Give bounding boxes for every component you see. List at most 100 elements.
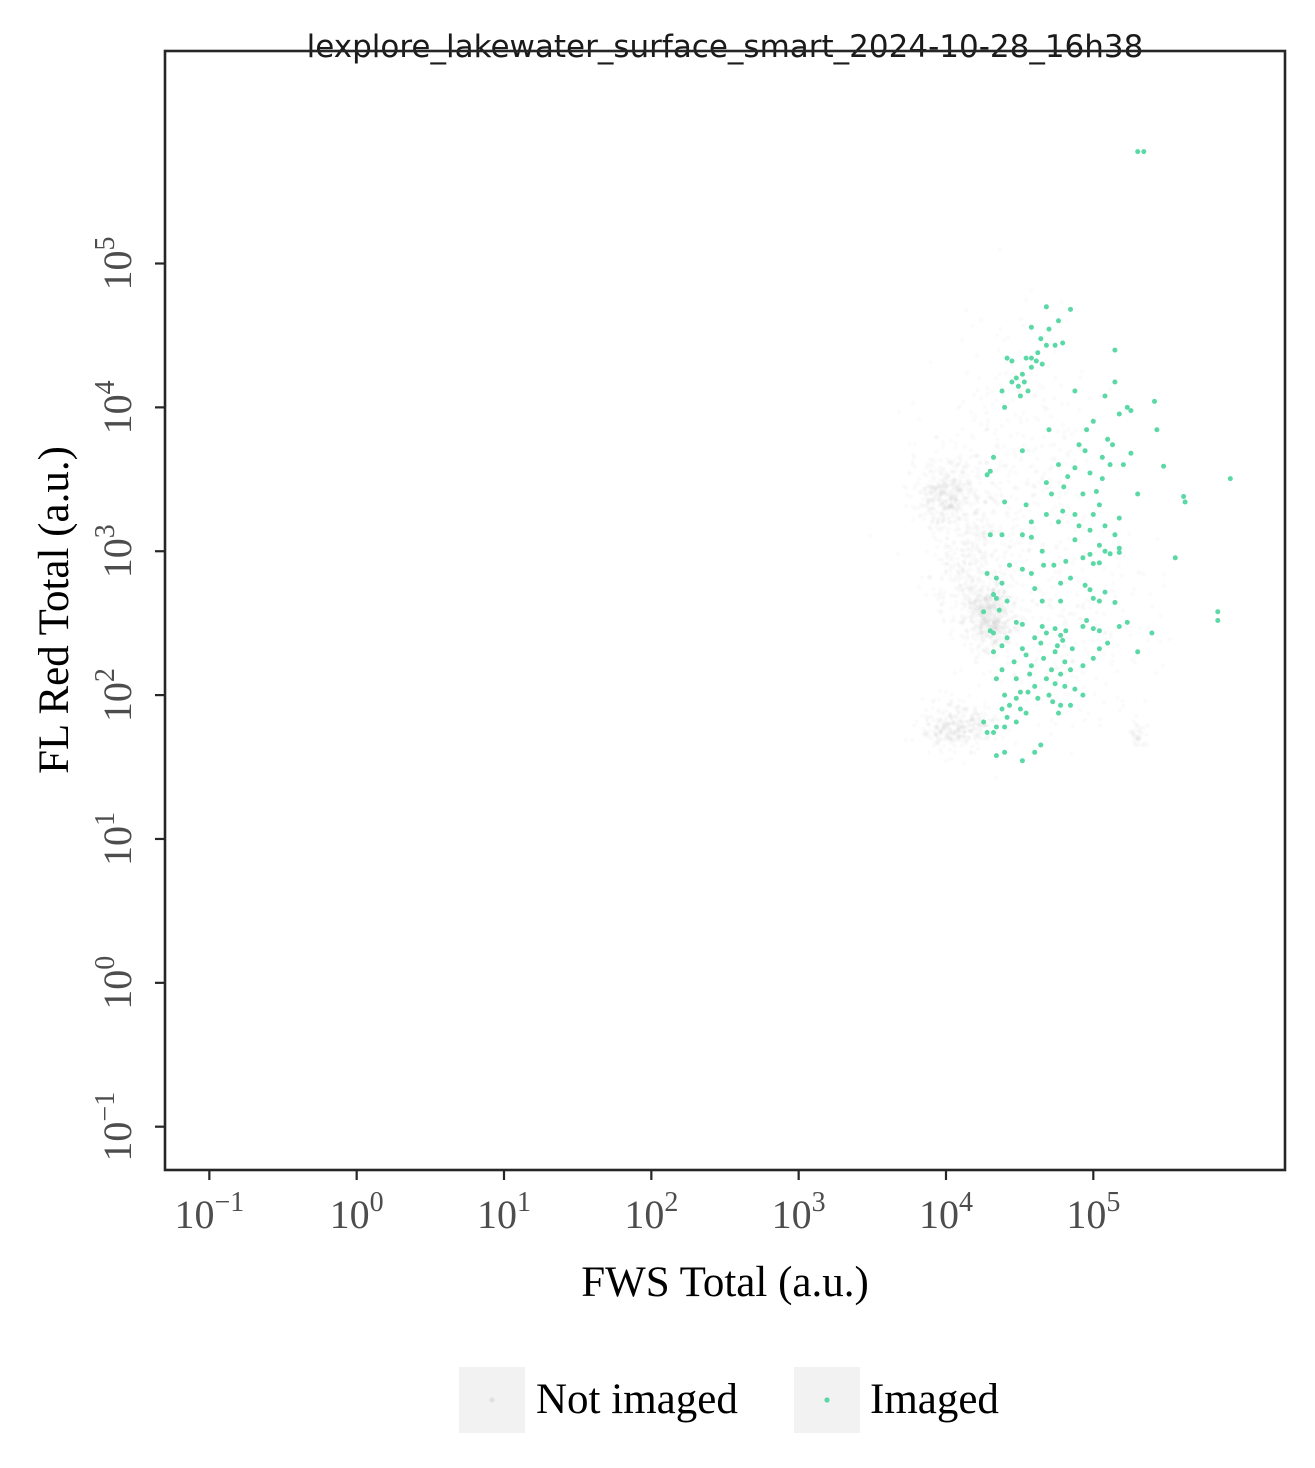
- not-imaged-point: [942, 505, 947, 510]
- legend: Not imaged Imaged: [459, 1367, 999, 1433]
- not-imaged-point: [1069, 462, 1075, 468]
- imaged-point: [1019, 371, 1025, 377]
- not-imaged-point: [1132, 660, 1137, 665]
- imaged-point: [1110, 442, 1115, 448]
- not-imaged-point: [988, 597, 993, 603]
- not-imaged-point: [1088, 605, 1093, 610]
- not-imaged-point: [1128, 633, 1133, 638]
- not-imaged-point: [930, 486, 935, 491]
- not-imaged-point: [1007, 629, 1013, 634]
- not-imaged-point: [904, 485, 909, 490]
- not-imaged-point: [968, 728, 974, 733]
- not-imaged-point: [956, 704, 961, 709]
- not-imaged-point: [1008, 544, 1013, 550]
- not-imaged-point: [967, 562, 973, 568]
- imaged-point: [1107, 551, 1113, 557]
- not-imaged-point: [995, 502, 1001, 507]
- not-imaged-point: [997, 636, 1003, 641]
- not-imaged-point: [984, 628, 989, 633]
- imaged-point: [1049, 491, 1054, 497]
- not-imaged-point: [931, 728, 937, 734]
- not-imaged-point: [947, 735, 953, 741]
- imaged-point: [993, 676, 999, 682]
- imaged-point: [1102, 589, 1108, 595]
- not-imaged-point: [962, 558, 967, 564]
- not-imaged-point: [925, 500, 930, 505]
- not-imaged-point: [995, 555, 1001, 561]
- not-imaged-point: [988, 636, 994, 642]
- not-imaged-point: [1066, 536, 1072, 541]
- not-imaged-point: [1001, 602, 1006, 607]
- not-imaged-point: [938, 468, 943, 473]
- not-imaged-point: [982, 584, 988, 589]
- not-imaged-point: [1015, 388, 1021, 393]
- not-imaged-point: [992, 607, 997, 612]
- not-imaged-point: [1059, 655, 1064, 660]
- not-imaged-point: [965, 486, 971, 491]
- not-imaged-point: [924, 707, 929, 713]
- not-imaged-point: [991, 625, 996, 630]
- not-imaged-point: [1033, 446, 1038, 451]
- not-imaged-point: [926, 484, 931, 490]
- not-imaged-point: [1021, 615, 1026, 621]
- not-imaged-point: [990, 540, 995, 545]
- not-imaged-point: [955, 579, 961, 584]
- not-imaged-point: [994, 558, 1000, 563]
- not-imaged-point: [960, 571, 965, 576]
- not-imaged-point: [984, 597, 989, 603]
- not-imaged-point: [923, 486, 928, 492]
- imaged-point: [1096, 628, 1102, 634]
- not-imaged-point: [1031, 393, 1036, 399]
- not-imaged-point: [971, 632, 976, 637]
- not-imaged-point: [962, 562, 967, 567]
- not-imaged-point: [1057, 466, 1062, 471]
- not-imaged-point: [1081, 601, 1086, 606]
- not-imaged-point: [1013, 613, 1018, 619]
- not-imaged-point: [996, 641, 1001, 647]
- not-imaged-point: [983, 499, 988, 505]
- not-imaged-point: [948, 729, 954, 735]
- not-imaged-point: [964, 500, 969, 505]
- not-imaged-point: [928, 727, 933, 732]
- not-imaged-point: [958, 477, 963, 482]
- not-imaged-point: [928, 360, 933, 365]
- not-imaged-point: [939, 731, 944, 737]
- not-imaged-point: [970, 584, 975, 589]
- not-imaged-point: [976, 732, 982, 738]
- not-imaged-point: [979, 561, 984, 567]
- not-imaged-point: [985, 427, 990, 432]
- not-imaged-point: [1077, 539, 1082, 544]
- not-imaged-point: [993, 483, 998, 488]
- not-imaged-point: [945, 544, 950, 549]
- not-imaged-point: [951, 721, 957, 727]
- not-imaged-point: [1011, 372, 1016, 377]
- not-imaged-point: [982, 620, 987, 625]
- not-imaged-point: [962, 734, 967, 739]
- not-imaged-point: [1047, 602, 1053, 607]
- not-imaged-point: [969, 717, 974, 722]
- not-imaged-point: [1006, 387, 1012, 392]
- not-imaged-point: [1036, 628, 1041, 633]
- not-imaged-point: [1019, 680, 1024, 685]
- not-imaged-point: [955, 488, 960, 493]
- not-imaged-point: [961, 567, 966, 573]
- not-imaged-point: [960, 706, 965, 711]
- imaged-point: [1102, 548, 1108, 554]
- not-imaged-point: [998, 625, 1003, 630]
- not-imaged-point: [1002, 622, 1008, 627]
- imaged-point: [1112, 379, 1118, 385]
- not-imaged-point: [1009, 583, 1014, 588]
- not-imaged-point: [912, 485, 917, 491]
- not-imaged-point: [936, 498, 942, 503]
- not-imaged-point: [1008, 573, 1013, 578]
- not-imaged-point: [944, 506, 949, 511]
- not-imaged-point: [921, 490, 927, 496]
- not-imaged-point: [954, 484, 959, 490]
- not-imaged-point: [991, 639, 996, 644]
- not-imaged-point: [1070, 658, 1075, 664]
- not-imaged-point: [991, 621, 996, 626]
- not-imaged-point: [991, 588, 996, 593]
- not-imaged-point: [956, 569, 961, 574]
- not-imaged-point: [1078, 616, 1083, 621]
- not-imaged-point: [992, 639, 997, 645]
